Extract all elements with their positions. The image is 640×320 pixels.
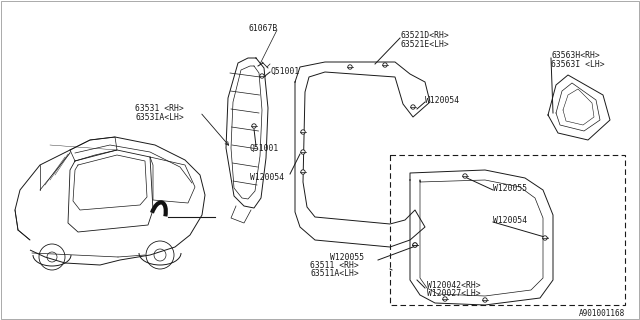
- Text: A901001168: A901001168: [579, 308, 625, 317]
- Text: 61067B: 61067B: [248, 23, 277, 33]
- Text: 63563H<RH>: 63563H<RH>: [551, 51, 600, 60]
- Circle shape: [301, 150, 305, 154]
- Circle shape: [301, 130, 305, 134]
- Circle shape: [383, 63, 387, 67]
- Circle shape: [252, 124, 256, 128]
- Text: W120027<LH>: W120027<LH>: [427, 290, 481, 299]
- Text: 63563I <LH>: 63563I <LH>: [551, 60, 605, 68]
- Text: 6353IA<LH>: 6353IA<LH>: [135, 113, 184, 122]
- Text: Q51001: Q51001: [270, 67, 300, 76]
- Text: W120054: W120054: [493, 215, 527, 225]
- Bar: [390, 155, 625, 305]
- Text: W120042<RH>: W120042<RH>: [427, 281, 481, 290]
- Text: 63521D<RH>: 63521D<RH>: [400, 30, 449, 39]
- Circle shape: [260, 74, 264, 78]
- Text: W120054: W120054: [250, 172, 284, 181]
- Text: 63531 <RH>: 63531 <RH>: [135, 103, 184, 113]
- Circle shape: [443, 297, 447, 301]
- Circle shape: [413, 243, 417, 247]
- Text: 63511A<LH>: 63511A<LH>: [310, 269, 359, 278]
- Text: W120054: W120054: [425, 95, 459, 105]
- Circle shape: [348, 65, 352, 69]
- Circle shape: [413, 243, 417, 247]
- Text: W120055: W120055: [493, 183, 527, 193]
- Circle shape: [411, 105, 415, 109]
- Circle shape: [301, 170, 305, 174]
- Text: 63521E<LH>: 63521E<LH>: [400, 39, 449, 49]
- Circle shape: [483, 298, 487, 302]
- Text: 63511 <RH>: 63511 <RH>: [310, 260, 359, 269]
- Circle shape: [463, 174, 467, 178]
- Circle shape: [543, 236, 547, 240]
- Text: W120055: W120055: [330, 253, 364, 262]
- Text: Q51001: Q51001: [249, 143, 278, 153]
